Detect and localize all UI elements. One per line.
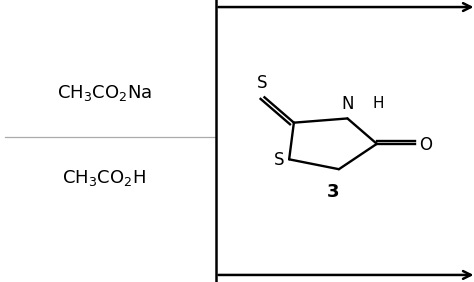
Text: CH$_3$CO$_2$H: CH$_3$CO$_2$H <box>62 168 146 188</box>
Text: S: S <box>257 74 268 92</box>
Text: CH$_3$CO$_2$Na: CH$_3$CO$_2$Na <box>57 83 152 103</box>
Text: 3: 3 <box>327 183 339 201</box>
Text: H: H <box>373 96 384 111</box>
Text: S: S <box>273 151 284 169</box>
Text: O: O <box>419 136 432 154</box>
Text: N: N <box>341 95 354 113</box>
